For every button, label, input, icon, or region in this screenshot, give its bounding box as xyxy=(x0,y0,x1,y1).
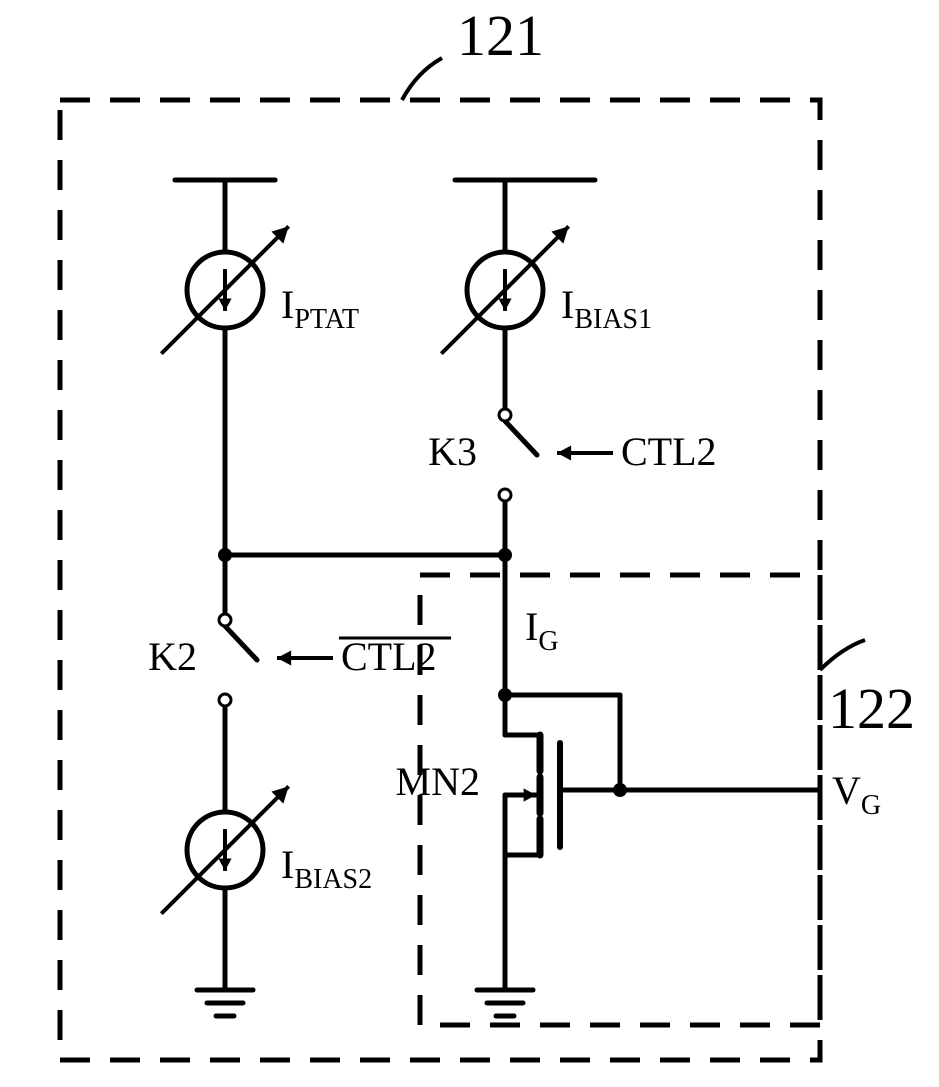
block-122-label: 122 xyxy=(828,676,915,741)
current-source-label: IBIAS1 xyxy=(561,282,652,335)
vg-label: VG xyxy=(832,768,881,821)
current-source-label: IBIAS2 xyxy=(281,842,372,895)
mosfet-label: MN2 xyxy=(396,759,480,804)
circuit-schematic: 121 122 IPTAT IBIAS1 K3 CTL2 K2 CTL2 IBIAS2 IG MN2… xyxy=(0,0,939,1087)
switch-name: K2 xyxy=(148,634,197,679)
switch-control-label: CTL2 xyxy=(341,634,437,679)
block-121 xyxy=(60,100,820,1060)
ig-label: IG xyxy=(525,604,559,657)
switch-name: K3 xyxy=(428,429,477,474)
block-122 xyxy=(420,575,820,1025)
block-121-label: 121 xyxy=(457,3,544,68)
switch-control-label: CTL2 xyxy=(621,429,717,474)
switch xyxy=(505,421,613,455)
current-source-label: IPTAT xyxy=(281,282,359,335)
